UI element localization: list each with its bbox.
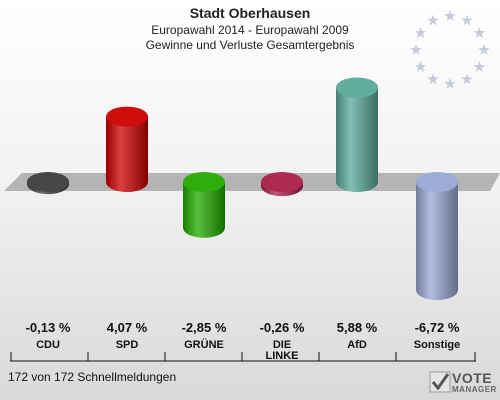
bar-afd [336, 77, 378, 192]
value-label: -6,72 % [414, 320, 460, 335]
x-axis [10, 352, 476, 362]
star-icon [478, 44, 490, 55]
chart-title: Stadt Oberhausen [189, 5, 311, 21]
star-icon [461, 73, 473, 85]
bars-group [27, 77, 458, 300]
logo-text-vote: VOTE [452, 370, 493, 386]
star-icon [461, 14, 473, 26]
star-icon [414, 61, 427, 72]
bar-gruene [183, 172, 225, 238]
value-label: 4,07 % [106, 320, 148, 335]
logo-text-manager: MANAGER [452, 385, 497, 394]
star-icon [414, 27, 427, 38]
bar-sonstige [416, 172, 458, 300]
star-icon [427, 14, 439, 26]
chart-subtitle: Europawahl 2014 - Europawahl 2009 [151, 23, 349, 37]
star-icon [427, 73, 439, 85]
star-icon [444, 78, 456, 89]
status-footer: 172 von 172 Schnellmeldungen [8, 370, 177, 384]
value-label: -2,85 % [181, 320, 227, 335]
bar-spd [106, 106, 148, 192]
category-label: DIE LINKE [265, 339, 299, 362]
value-label: -0,13 % [25, 320, 71, 335]
category-label: GRÜNE [184, 339, 224, 351]
star-icon [473, 61, 486, 72]
star-icon [473, 27, 486, 38]
bar-die-linke [261, 172, 303, 197]
category-label: SPD [115, 339, 139, 351]
category-label: Sonstige [413, 339, 461, 351]
value-label: 5,88 % [336, 320, 378, 335]
category-label: CDU [36, 339, 60, 351]
star-icon [410, 44, 422, 55]
vote-manager-logo: VOTE MANAGER [428, 368, 498, 398]
eu-stars-icon [410, 10, 490, 89]
vote-manager-check-icon [429, 371, 451, 393]
bar-cdu [27, 172, 69, 195]
star-icon [444, 10, 456, 21]
value-label: -0,26 % [259, 320, 305, 335]
category-label: AfD [347, 339, 367, 351]
chart-subtitle-2: Gewinne und Verluste Gesamtergebnis [145, 38, 355, 52]
